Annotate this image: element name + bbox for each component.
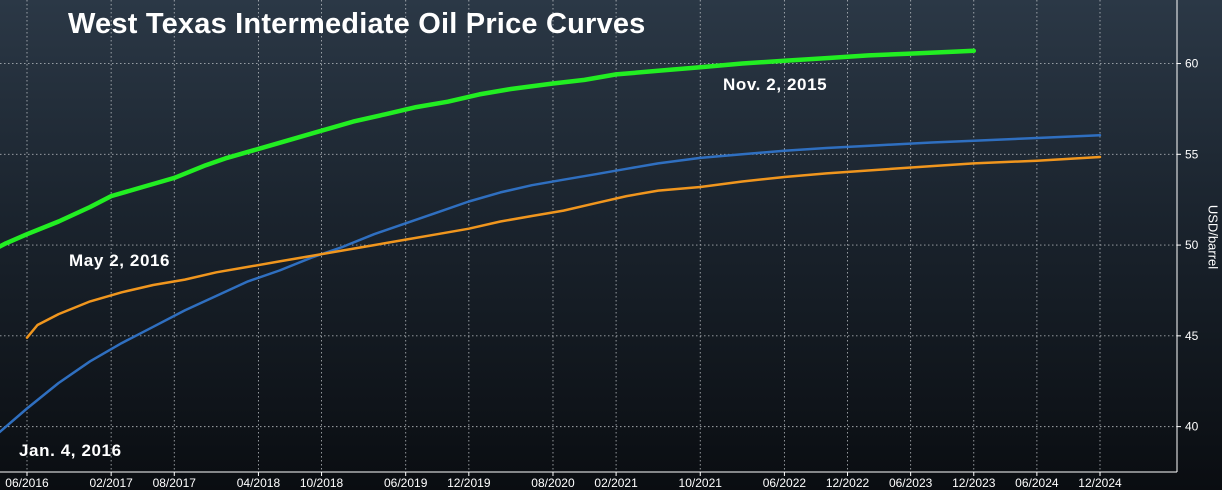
series-label-jan-2016: Jan. 4, 2016 bbox=[19, 441, 122, 460]
x-tick-label: 06/2024 bbox=[1015, 476, 1059, 490]
x-tick-label: 10/2018 bbox=[300, 476, 344, 490]
series-line-may-2-2016 bbox=[25, 155, 1102, 339]
series-line-nov-2-2015 bbox=[0, 48, 977, 249]
x-tick-label: 10/2021 bbox=[679, 476, 723, 490]
y-axis-label: USD/barrel bbox=[1205, 204, 1221, 270]
x-tick-label: 08/2020 bbox=[531, 476, 575, 490]
x-tick-label: 04/2018 bbox=[237, 476, 281, 490]
y-tick-label: 60 bbox=[1185, 57, 1199, 71]
x-tick-label: 06/2022 bbox=[763, 476, 807, 490]
x-tick-label: 12/2024 bbox=[1078, 476, 1122, 490]
series-layer bbox=[0, 48, 1102, 434]
y-tick-label: 55 bbox=[1185, 147, 1199, 161]
series-line-jan-4-2016 bbox=[0, 133, 1102, 434]
y-tick-label: 45 bbox=[1185, 329, 1199, 343]
series-label-nov-2015: Nov. 2, 2015 bbox=[723, 75, 828, 94]
series-label-may-2016: May 2, 2016 bbox=[69, 251, 171, 270]
grid-layer bbox=[0, 0, 1177, 472]
x-tick-label: 02/2021 bbox=[594, 476, 638, 490]
chart-title: West Texas Intermediate Oil Price Curves bbox=[68, 8, 646, 40]
x-tick-label: 06/2019 bbox=[384, 476, 428, 490]
y-tick-label: 40 bbox=[1185, 420, 1199, 434]
x-tick-label: 06/2016 bbox=[5, 476, 49, 490]
x-tick-label: 08/2017 bbox=[153, 476, 197, 490]
x-tick-label: 12/2019 bbox=[447, 476, 491, 490]
x-tick-label: 12/2022 bbox=[826, 476, 870, 490]
y-tick-label: 50 bbox=[1185, 238, 1199, 252]
x-tick-label: 02/2017 bbox=[89, 476, 133, 490]
x-tick-label: 06/2023 bbox=[889, 476, 933, 490]
x-tick-label: 12/2023 bbox=[952, 476, 996, 490]
